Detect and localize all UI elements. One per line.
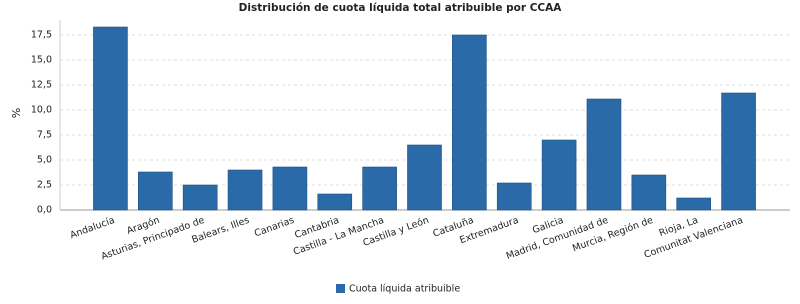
y-axis-label: % — [10, 108, 23, 118]
bar — [721, 92, 756, 211]
y-tick-label: 12,5 — [31, 80, 52, 91]
x-tick-label: Andalucía — [69, 215, 117, 241]
bar — [362, 166, 397, 211]
y-tick-label: 7,5 — [37, 130, 52, 141]
y-tick-label: 0,0 — [37, 205, 52, 216]
chart-title: Distribución de cuota líquida total atri… — [239, 2, 563, 14]
y-tick-label: 17,5 — [31, 30, 52, 41]
bar — [227, 169, 263, 211]
bar — [631, 174, 667, 211]
y-tick-label: 10,0 — [31, 105, 52, 116]
bar — [272, 166, 308, 211]
y-tick-label: 15,0 — [31, 55, 52, 66]
bar — [586, 98, 622, 211]
bar — [182, 184, 218, 211]
bar — [407, 144, 442, 211]
bar — [138, 171, 173, 211]
bar — [452, 34, 487, 211]
y-tick-label: 5,0 — [37, 155, 52, 166]
x-tick-label: Canarias — [253, 215, 296, 240]
y-tick-label: 2,5 — [37, 180, 52, 191]
bar — [317, 193, 353, 211]
legend-label: Cuota líquida atribuible — [349, 284, 460, 295]
bar — [541, 139, 577, 211]
bar — [93, 26, 128, 211]
bar — [676, 197, 712, 211]
legend-swatch — [336, 284, 345, 293]
bar — [496, 182, 532, 211]
